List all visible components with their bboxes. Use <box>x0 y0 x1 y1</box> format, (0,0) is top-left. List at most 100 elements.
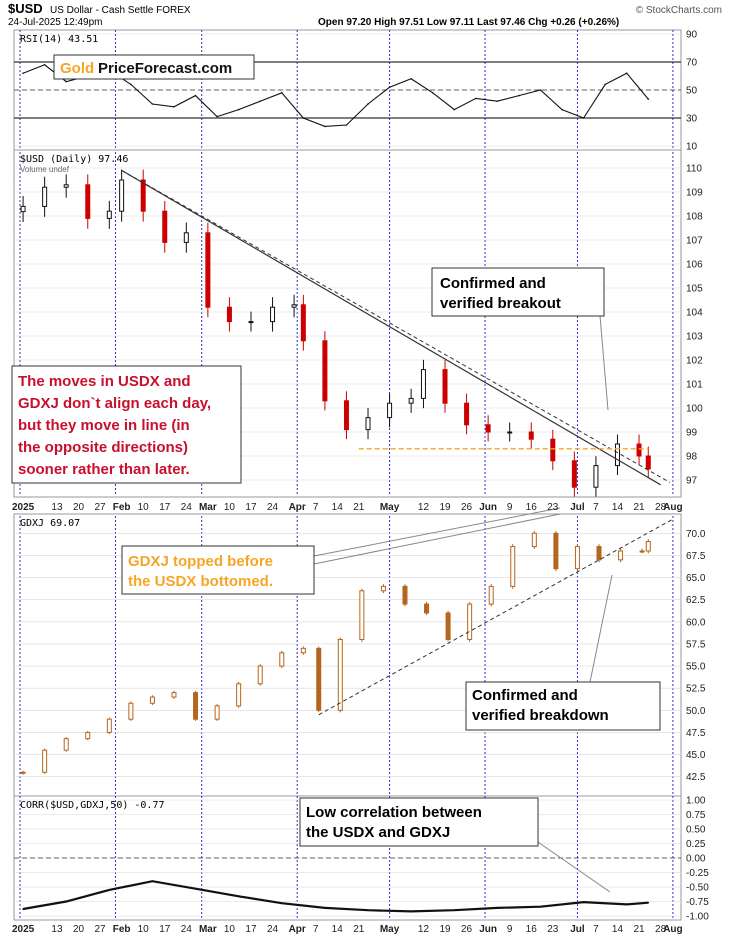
x-axis-bottom-label: 26 <box>461 924 473 935</box>
low-corr-line-1: Low correlation between <box>306 804 482 821</box>
usd-tick-label: 99 <box>686 428 698 439</box>
annotation-red-note: The moves in USDX and GDXJ don`t align e… <box>11 365 242 484</box>
corr-line-point <box>324 907 326 909</box>
usd-candle <box>119 179 125 212</box>
usd-candle <box>343 400 349 431</box>
rsi-line-point <box>173 106 175 108</box>
x-axis-bottom-label: Jul <box>570 924 585 935</box>
usd-candle <box>507 431 513 434</box>
rsi-line-point <box>496 100 499 102</box>
x-axis-bottom-label: Feb <box>113 924 131 935</box>
low-corr-line-2: the USDX and GDXJ <box>306 824 450 841</box>
red-note-line-5: sooner rather than later. <box>18 461 190 478</box>
gdxj-candle <box>300 647 306 654</box>
gdxj-candle <box>42 749 48 773</box>
rsi-line-point <box>302 117 305 119</box>
usd-title: $USD (Daily) 97.46 <box>20 154 128 165</box>
usd-candle <box>408 397 414 404</box>
usd-tick-label: 104 <box>686 308 703 319</box>
corr-tick-label: 0.50 <box>686 825 706 836</box>
x-axis-bottom-label: 7 <box>313 924 319 935</box>
rsi-line-point <box>539 89 542 91</box>
rsi-line-point <box>561 108 563 111</box>
rsi-line-point <box>259 100 262 102</box>
gdxj-top-connector <box>313 513 561 565</box>
x-axis-top-label: Aug <box>663 502 682 513</box>
breakout-connector <box>599 315 609 411</box>
x-axis-bottom-label: 10 <box>138 924 150 935</box>
usd-candle <box>464 402 470 426</box>
gdxj-title: GDXJ 69.07 <box>20 518 80 529</box>
usd-candle <box>420 369 426 399</box>
header-description: US Dollar - Cash Settle FOREX <box>50 5 191 16</box>
corr-line-point <box>647 901 650 904</box>
usd-tick-label: 105 <box>686 284 703 295</box>
usd-candle <box>365 417 371 431</box>
x-axis-bottom-label: 24 <box>267 924 279 935</box>
rsi-line-point <box>345 124 348 126</box>
axes-layer: 9070503010110109108107106105104103102101… <box>12 30 709 936</box>
red-note-line-2: GDXJ don`t align each day, <box>18 395 211 412</box>
rsi-line-point <box>431 92 434 94</box>
breakdown-line-1: Confirmed and <box>472 687 578 704</box>
rsi-line-point <box>625 72 628 74</box>
usd-tick-label: 101 <box>686 380 703 391</box>
rsi-line-point <box>237 108 240 111</box>
header-symbol: $USD <box>8 1 43 16</box>
usd-candle <box>106 210 112 219</box>
x-axis-bottom-label: Jun <box>479 924 497 935</box>
usd-candle <box>291 304 297 308</box>
gdxj-candle <box>193 692 199 720</box>
gdxj-candle <box>236 683 242 707</box>
red-note-line-1: The moves in USDX and <box>18 373 191 390</box>
corr-line-point <box>582 901 585 903</box>
red-note-line-4: the opposite directions) <box>18 439 188 456</box>
usd-candle <box>593 465 599 488</box>
x-axis-bottom-label: 14 <box>612 924 624 935</box>
usd-candle <box>183 232 189 243</box>
usd-tick-label: 100 <box>686 404 703 415</box>
x-axis-bottom-label: 21 <box>353 924 365 935</box>
breakout-line-1: Confirmed and <box>440 275 546 292</box>
x-axis-bottom-label: 10 <box>224 924 236 935</box>
x-axis-top-label: 19 <box>439 502 451 513</box>
rsi-line-point <box>194 94 197 97</box>
usd-candle <box>85 184 91 219</box>
rsi-tick-label: 50 <box>686 86 698 97</box>
x-axis-top-label: 17 <box>245 502 257 513</box>
rsi-tick-label: 70 <box>686 58 698 69</box>
annotation-breakout: Confirmed and verified breakout <box>431 267 605 317</box>
header-ohlc: Open 97.20 High 97.51 Low 97.11 Last 97.… <box>318 17 619 28</box>
usd-candle <box>571 460 577 488</box>
usd-tick-label: 103 <box>686 332 703 343</box>
x-axis-top-label: 12 <box>418 502 430 513</box>
usd-candle <box>140 179 146 212</box>
usd-tick-label: 109 <box>686 188 703 199</box>
gdxj-tick-label: 42.5 <box>686 772 706 783</box>
gdxj-candle <box>488 585 494 605</box>
marks-layer <box>20 64 674 913</box>
usd-tick-label: 106 <box>686 260 703 271</box>
gdxj-tick-label: 70.0 <box>686 529 706 540</box>
rsi-line-point <box>388 86 391 88</box>
rsi-line-point <box>280 92 283 94</box>
corr-line <box>22 880 649 913</box>
usd-trendline-solid <box>121 169 661 486</box>
gdxj-candle <box>106 718 112 733</box>
x-axis-bottom-label: 7 <box>593 924 599 935</box>
x-axis-bottom-label: 21 <box>633 924 645 935</box>
gdxj-candle <box>467 603 473 641</box>
corr-tick-label: -1.00 <box>686 912 709 923</box>
gdxj-tick-label: 60.0 <box>686 617 706 628</box>
usd-candle <box>528 431 534 440</box>
corr-tick-label: -0.75 <box>686 897 709 908</box>
x-axis-top-label: Jul <box>570 502 585 513</box>
breakout-line-2: verified breakout <box>440 295 561 312</box>
x-axis-top-label: 20 <box>73 502 85 513</box>
header-timestamp: 24-Jul-2025 12:49pm <box>8 17 103 28</box>
rsi-line-point <box>151 103 154 105</box>
gdxj-tick-label: 55.0 <box>686 662 706 673</box>
gdxj-candle <box>445 612 451 641</box>
usd-candle <box>614 443 620 467</box>
